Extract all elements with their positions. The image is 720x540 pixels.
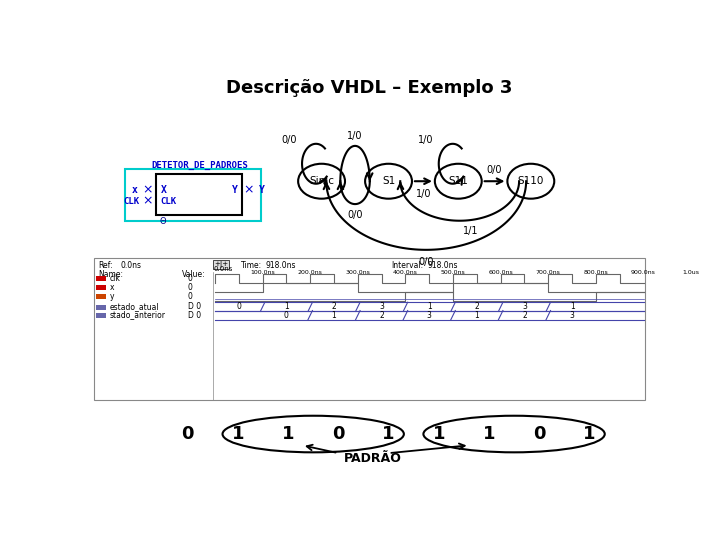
- Text: 1: 1: [583, 425, 595, 443]
- Bar: [96, 285, 106, 290]
- Text: 918.0ns: 918.0ns: [428, 261, 458, 270]
- Text: 100.0ns: 100.0ns: [251, 270, 275, 275]
- Text: Interval:: Interval:: [392, 261, 423, 270]
- Text: +|+: +|+: [214, 261, 228, 268]
- Text: Y: Y: [232, 185, 238, 194]
- Text: 1: 1: [232, 425, 244, 443]
- Text: 800.0ns: 800.0ns: [583, 270, 608, 275]
- Text: 1/0: 1/0: [415, 188, 431, 199]
- Text: y: y: [109, 292, 114, 301]
- Text: DETETOR_DE_PADROES: DETETOR_DE_PADROES: [151, 160, 248, 170]
- Bar: [96, 305, 106, 310]
- Text: CLK: CLK: [161, 197, 177, 206]
- Text: 700.0ns: 700.0ns: [536, 270, 561, 275]
- Text: D 0: D 0: [188, 310, 201, 320]
- Text: 1: 1: [482, 425, 495, 443]
- Text: 0: 0: [533, 425, 546, 443]
- Text: Ref:: Ref:: [98, 261, 112, 270]
- Text: x: x: [132, 185, 138, 194]
- Text: 500.0ns: 500.0ns: [441, 270, 465, 275]
- Text: Sinic: Sinic: [309, 176, 334, 186]
- Text: 2: 2: [522, 310, 527, 320]
- Text: 300.0ns: 300.0ns: [346, 270, 370, 275]
- Text: 600.0ns: 600.0ns: [488, 270, 513, 275]
- Text: x: x: [109, 283, 114, 292]
- Text: 3: 3: [427, 310, 432, 320]
- Text: 1/0: 1/0: [347, 131, 363, 141]
- Text: 1: 1: [570, 302, 575, 311]
- Text: 0.0ns: 0.0ns: [121, 261, 142, 270]
- Text: X: X: [161, 185, 167, 194]
- Text: 0/0: 0/0: [487, 165, 503, 175]
- Text: 0: 0: [236, 302, 241, 311]
- Text: 0: 0: [188, 283, 192, 292]
- Bar: [96, 294, 106, 299]
- Text: Y: Y: [259, 185, 265, 194]
- Text: ×: ×: [244, 183, 254, 196]
- Text: stado_anterior: stado_anterior: [109, 310, 166, 320]
- Bar: [94, 258, 645, 400]
- Text: Descrição VHDL – Exemplo 3: Descrição VHDL – Exemplo 3: [226, 79, 512, 97]
- Text: 3: 3: [570, 310, 575, 320]
- Text: Value:: Value:: [182, 270, 206, 279]
- Text: 2: 2: [379, 310, 384, 320]
- Text: 0.0ns: 0.0ns: [214, 266, 233, 273]
- Text: clk: clk: [109, 274, 120, 282]
- Text: S11: S11: [449, 176, 468, 186]
- Text: D 0: D 0: [188, 302, 201, 311]
- Text: 1: 1: [332, 310, 336, 320]
- Bar: [125, 168, 261, 221]
- Text: 0: 0: [181, 425, 194, 443]
- Text: 1: 1: [433, 425, 445, 443]
- Text: S110: S110: [518, 176, 544, 186]
- Bar: [96, 313, 106, 318]
- Text: CLK: CLK: [124, 197, 140, 206]
- Text: 1: 1: [474, 310, 480, 320]
- Text: 0/0: 0/0: [282, 135, 297, 145]
- Text: Name:: Name:: [98, 270, 123, 279]
- Text: 200.0ns: 200.0ns: [298, 270, 323, 275]
- Bar: [156, 174, 243, 215]
- Text: 1/1: 1/1: [463, 226, 479, 236]
- Text: S1: S1: [382, 176, 395, 186]
- Text: ×: ×: [143, 195, 153, 208]
- Text: 0: 0: [284, 310, 289, 320]
- Text: 1/0: 1/0: [418, 135, 433, 145]
- Text: 400.0ns: 400.0ns: [393, 270, 418, 275]
- Text: 3: 3: [522, 302, 527, 311]
- Text: 0/0: 0/0: [347, 211, 363, 220]
- Text: 1: 1: [284, 302, 289, 311]
- Text: Time:: Time:: [240, 261, 262, 270]
- Text: 900.0ns: 900.0ns: [631, 270, 656, 275]
- Text: 0: 0: [188, 274, 192, 282]
- Text: ×: ×: [143, 183, 153, 196]
- Text: Θ: Θ: [160, 218, 166, 226]
- Text: 3: 3: [379, 302, 384, 311]
- Text: estado_atual: estado_atual: [109, 302, 159, 311]
- Text: 2: 2: [474, 302, 480, 311]
- Text: 1: 1: [382, 425, 395, 443]
- Text: PADRÃO: PADRÃO: [344, 451, 402, 464]
- Text: 1.0us: 1.0us: [683, 270, 700, 275]
- Text: 1: 1: [427, 302, 431, 311]
- Text: 0: 0: [332, 425, 345, 443]
- Text: 1: 1: [282, 425, 294, 443]
- Text: 0: 0: [188, 292, 192, 301]
- Bar: [96, 276, 106, 281]
- Text: 918.0ns: 918.0ns: [266, 261, 296, 270]
- Text: 0/0: 0/0: [418, 258, 434, 267]
- Text: 2: 2: [332, 302, 336, 311]
